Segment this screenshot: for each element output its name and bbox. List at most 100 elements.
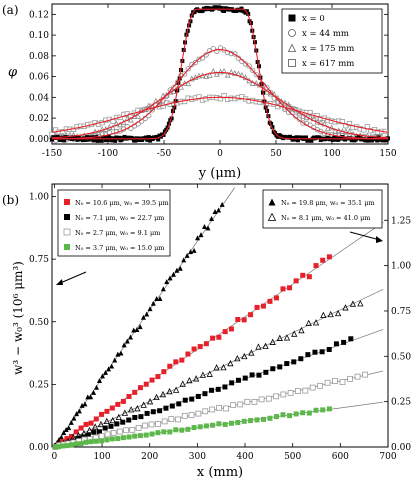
panel-b-point [103,369,109,375]
panel-b-ytick-left-label: 0.75 [29,255,49,265]
panel-a-point [144,135,149,140]
panel-b-point [313,263,319,269]
panel-b-point [305,352,311,358]
panel-a-legend-marker [288,29,296,37]
panel-b-point [342,304,349,311]
panel-b-point [173,359,179,365]
panel-b-point [254,304,260,310]
panel-b-point [280,412,286,418]
panel-b-point [235,420,241,426]
panel-b-point [306,410,312,416]
panel-b-point [132,433,138,439]
panel-b-point [284,361,290,367]
panel-a-ytick-label: 0.06 [29,73,49,83]
panel-b-point [143,432,149,438]
panel-a-fit-curve [51,71,389,139]
panel-b-point [128,334,134,340]
panel-b-xtick-label: 700 [379,452,396,462]
panel-b-point [129,426,136,433]
panel-b-point [91,423,99,430]
panel-a-point [83,137,88,142]
panel-a-point [50,137,54,142]
panel-b-point [260,303,266,309]
panel-b-point [248,418,254,424]
panel-b-point [78,441,84,447]
panel-b: (b) 0 100 200 300 400 500 600 7000.000.250.500.… [2,183,411,480]
panel-a-point [188,75,195,82]
panel-b-xtick-label: 0 [52,452,58,462]
panel-a-point [317,135,322,140]
panel-b-point [235,377,241,383]
panel-b-point [341,339,347,345]
panel-b-frame [51,183,389,448]
panel-b-point [177,265,183,271]
panel-b-point [172,386,180,393]
panel-a-point [219,5,224,10]
panel-b-point [85,432,91,438]
panel-b-point [222,421,228,427]
panel-a-point [181,71,188,77]
panel-a-point [231,69,238,76]
panel-b-point [283,334,291,341]
panel-b-point [161,418,168,425]
panel-b-point [149,431,155,437]
panel-b-point [106,366,112,372]
panel-b-point [298,326,305,334]
panel-b-point [273,393,279,400]
panel-a-point [224,71,231,78]
panel-b-point [332,378,338,384]
panel-b-point [248,349,255,356]
panel-b-point [115,413,122,421]
panel-b-point [203,423,209,429]
panel-a-point [250,67,256,73]
panel-b-ytick-left-label: 0.50 [29,318,49,328]
panel-b-point [123,427,129,434]
panel-b-point [287,285,293,291]
panel-b-point [185,426,191,432]
panel-b-point [216,334,222,340]
panel-b-point [209,216,215,222]
panel-b-point [83,439,89,445]
panel-b-legend-right-label: N₀ = 19.8 μm, w₀ = 35.1 μm [281,199,375,207]
panel-a-point [105,138,110,143]
panel-b-ytick-right-label: 1.00 [391,262,411,272]
panel-b-legend-right-label: N₀ = 8.1 μm, w₀ = 41.0 μm [281,214,370,222]
panel-a-point [285,109,292,115]
panel-b-point [96,377,102,383]
panel-a-point [203,73,210,79]
panel-b-legend-left-label: N₀ = 2.7 μm, w₀ = 9.1 μm [75,229,160,237]
panel-b-point [215,386,221,392]
panel-b-point [210,422,216,428]
panel-b-legend-left-marker [64,199,70,205]
panel-b-point [126,434,132,440]
panel-b-point [198,232,204,238]
panel-a-point [117,135,122,140]
panel-b-point [167,429,173,435]
panel-b-point [228,326,234,332]
panel-b-point [280,286,286,292]
panel-b-point [269,338,276,345]
panel-a-xtick-label: -50 [157,149,172,159]
panel-b-point [126,417,132,423]
panel-a-fits [51,8,389,140]
panel-b-point [94,384,100,390]
panel-a-point [309,138,314,143]
panel-b-point [166,387,173,395]
panel-a-point [166,121,171,126]
panel-b-point [209,387,215,393]
panel-b-point [135,424,142,431]
panel-b-point [109,363,115,369]
panel-a-point [102,135,107,140]
panel-b-point [254,417,260,423]
panel-b-point [91,429,97,435]
panel-b-xtick-label: 400 [236,452,253,462]
panel-b-point [66,425,72,431]
panel-b-point [104,431,111,438]
panel-b-point [88,420,94,426]
panel-b-point [293,278,299,284]
panel-b-point [242,375,248,381]
panel-b-point [267,415,273,421]
panel-b-point [262,342,269,349]
panel-a-point [295,138,300,143]
panel-b-point [137,324,143,330]
